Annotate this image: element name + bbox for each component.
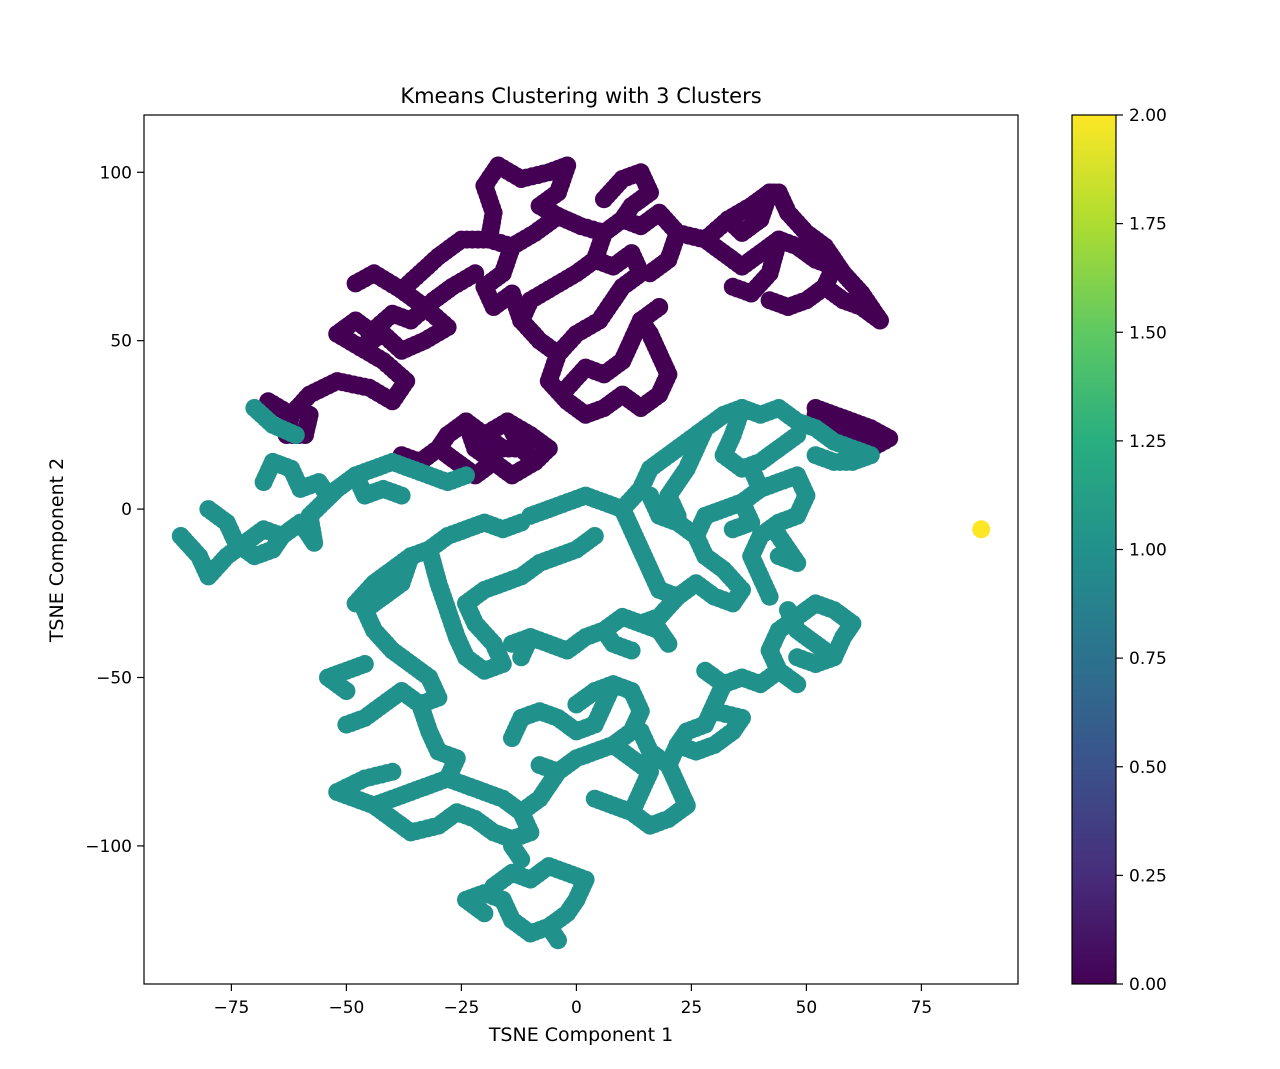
cluster-0-point (585, 250, 604, 269)
x-tick-label: −25 (443, 998, 479, 1018)
cluster-0-point (719, 210, 738, 229)
cluster-0-point (365, 324, 383, 343)
cluster-1-point (392, 486, 411, 505)
cluster-1-point (503, 836, 521, 855)
cluster-1-point (696, 661, 715, 680)
x-axis: −75 −50 −25 0 25 50 75 (213, 984, 932, 1018)
cluster-1-point (806, 446, 825, 465)
colorbar-gradient (1071, 114, 1117, 985)
y-axis-label: TSNE Component 2 (46, 458, 68, 643)
y-tick-label: 100 (100, 163, 132, 183)
cluster-1-point (457, 466, 475, 485)
cluster-0-point (346, 274, 365, 293)
cluster-1-point (512, 648, 531, 667)
colorbar-ticks: 0.00 0.25 0.50 0.75 1.00 1.25 1.50 1.75 2.00 (1116, 106, 1167, 995)
cluster-1-point (585, 527, 604, 545)
cluster-1-point (604, 675, 623, 694)
cluster-1-point (530, 756, 549, 775)
colorbar-tick-label: 2.00 (1129, 106, 1167, 126)
cluster-1-point (383, 762, 402, 781)
cluster-1-point (503, 729, 521, 748)
colorbar-tick-label: 1.50 (1129, 323, 1167, 343)
colorbar: 0.00 0.25 0.50 0.75 1.00 1.25 1.50 1.75 2.00 (1071, 106, 1167, 995)
x-tick-label: 50 (796, 998, 818, 1018)
chart-title: Kmeans Clustering with 3 Clusters (400, 84, 761, 108)
cluster-1-point (668, 506, 687, 525)
cluster-1-point (286, 426, 305, 444)
cluster-1-point (705, 702, 724, 721)
y-tick-label: 0 (121, 500, 132, 520)
cluster-1-point (549, 931, 567, 950)
x-tick-label: −50 (328, 998, 364, 1018)
colorbar-tick-label: 0.50 (1129, 758, 1167, 778)
cluster-1-point (273, 527, 291, 545)
y-tick-label: −50 (96, 668, 132, 688)
cluster-1-point (319, 486, 337, 505)
x-tick-label: 25 (681, 998, 703, 1018)
cluster-0-point (438, 426, 457, 444)
cluster-1-point (788, 675, 807, 694)
cluster-0-point (549, 207, 567, 225)
cluster-1-point (521, 506, 540, 525)
cluster-0-point (723, 277, 742, 296)
cluster-1-point (585, 789, 604, 808)
cluster-1-point (512, 803, 531, 822)
colorbar-tick-label: 1.75 (1129, 215, 1167, 235)
plot-frame (143, 114, 1019, 985)
colorbar-tick-label: 0.25 (1129, 866, 1167, 886)
cluster-0-point (300, 405, 319, 424)
colorbar-tick-label: 0.75 (1129, 649, 1167, 669)
y-tick-label: 50 (110, 332, 132, 352)
cluster-0-point (558, 378, 577, 397)
y-tick-label: −100 (85, 837, 132, 857)
scatter-points (171, 156, 991, 950)
cluster-1-point (631, 722, 650, 741)
x-axis-label: TSNE Component 1 (488, 1024, 673, 1046)
cluster-1-point (788, 648, 807, 667)
cluster-1-point (475, 904, 494, 923)
cluster-0-point (512, 311, 531, 330)
colorbar-tick-label: 1.25 (1129, 432, 1167, 452)
cluster-2-point (972, 520, 991, 539)
colorbar-tick-label: 1.00 (1129, 541, 1167, 561)
cluster-0-point (650, 298, 669, 316)
cluster-1-point (622, 641, 641, 660)
y-axis: 100 50 0 −50 −100 (85, 163, 144, 857)
cluster-0-point (484, 452, 503, 471)
cluster-1-point (788, 426, 807, 444)
cluster-1-point (659, 756, 678, 775)
cluster-1-point (337, 715, 356, 734)
cluster-0-point (466, 264, 485, 283)
cluster-0-point (760, 291, 779, 310)
cluster-1-point (742, 459, 761, 478)
cluster-0-point (512, 439, 531, 458)
cluster-1-point (641, 486, 659, 505)
cluster-1-point (631, 614, 650, 633)
cluster-0-point (641, 264, 659, 283)
cluster-1-point (337, 682, 356, 700)
cluster-1-point (659, 634, 678, 653)
x-tick-label: 0 (571, 998, 582, 1018)
cluster-1-point (723, 520, 742, 539)
cluster-0-point (613, 210, 632, 229)
cluster-0-point (526, 452, 544, 471)
cluster-1-point (769, 547, 788, 566)
cluster-1-point (760, 587, 779, 606)
x-tick-label: 75 (911, 998, 933, 1018)
x-tick-label: −75 (213, 998, 249, 1018)
colorbar-tick-label: 0.00 (1129, 975, 1167, 995)
